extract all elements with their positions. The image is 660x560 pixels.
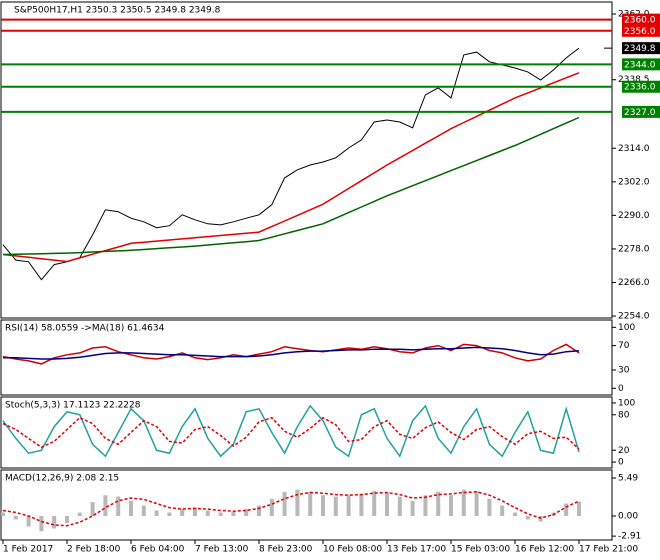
- x-tick-label: 10 Feb 08:00: [323, 545, 382, 555]
- last-price-tag: [622, 42, 660, 55]
- y-tick-label: 2338.5: [618, 75, 650, 85]
- histogram-bar: [218, 512, 223, 516]
- series-line: [2, 47, 580, 281]
- histogram-bar: [449, 495, 453, 516]
- level-label: 2344.0: [624, 60, 656, 70]
- series-line: [2, 416, 580, 450]
- x-tick-label: 16 Feb 12:00: [515, 545, 574, 555]
- histogram-bar: [26, 515, 31, 527]
- histogram-bar: [564, 503, 569, 516]
- histogram-bar: [372, 491, 377, 516]
- histogram-bar: [295, 489, 300, 516]
- histogram-bar: [346, 495, 351, 516]
- level-label: 2356.0: [624, 27, 656, 37]
- histogram-bar: [385, 492, 389, 516]
- y-tick-label: 2302.0: [618, 177, 650, 187]
- histogram-bar: [52, 515, 57, 529]
- pane-title: MACD(12,26,9) 2.08 2.15: [5, 474, 119, 484]
- x-tick-label: 2 Feb 18:00: [67, 545, 121, 555]
- histogram-bar: [103, 495, 108, 516]
- y-tick-label: 2278.0: [618, 244, 650, 254]
- histogram-bar: [1, 512, 5, 516]
- histogram-bar: [436, 491, 441, 516]
- series-line: [2, 491, 580, 527]
- y-tick-label: 2254.0: [618, 312, 650, 322]
- y-tick-label: 20: [618, 446, 630, 456]
- y-tick-label: 2266.0: [618, 278, 650, 288]
- x-tick-label: 13 Feb 17:00: [387, 545, 446, 555]
- level-tag: [622, 80, 660, 93]
- histogram-bar: [321, 495, 325, 516]
- histogram-bar: [461, 489, 466, 516]
- y-tick-label: 0.00: [618, 511, 638, 521]
- pane-frame: [0, 469, 613, 541]
- level-tag: [622, 24, 660, 37]
- pane-title: RSI(14) 58.0559 ->MA(18) 61.4634: [5, 324, 165, 334]
- histogram-bar: [167, 512, 172, 516]
- histogram-bar: [154, 510, 159, 516]
- pane-frame: [0, 319, 613, 396]
- histogram-bar: [397, 496, 402, 516]
- histogram-bar: [90, 502, 95, 516]
- histogram-bar: [513, 512, 517, 516]
- level-label: 2336.0: [624, 83, 656, 93]
- pane-title: S&P500H17,H1 2350.3 2350.5 2349.8 2349.8: [14, 6, 221, 16]
- histogram-bar: [423, 495, 428, 516]
- y-tick-label: 2314.0: [618, 144, 650, 154]
- histogram-bar: [308, 491, 313, 516]
- histogram-bar: [333, 496, 338, 516]
- histogram-bar: [474, 491, 479, 516]
- histogram-bar: [487, 498, 492, 516]
- y-tick-label: -2.91: [618, 532, 641, 542]
- histogram-bar: [180, 509, 185, 516]
- level-label: 2360.0: [624, 16, 656, 26]
- level-label: 2327.0: [624, 108, 656, 118]
- x-tick-label: 15 Feb 03:00: [451, 545, 510, 555]
- x-tick-label: 6 Feb 04:00: [131, 545, 185, 555]
- level-tag: [622, 105, 660, 118]
- histogram-bar: [577, 501, 581, 516]
- y-tick-label: 2290.0: [618, 211, 650, 221]
- y-tick-label: 100: [618, 398, 635, 408]
- y-tick-label: 0: [618, 458, 624, 468]
- histogram-bar: [500, 505, 505, 516]
- histogram-bar: [141, 505, 146, 516]
- histogram-bar: [282, 491, 287, 516]
- level-tag: [622, 58, 660, 71]
- pane-frame: [0, 1, 613, 319]
- histogram-bar: [116, 496, 121, 516]
- y-tick-label: 70: [618, 341, 630, 351]
- series-line: [2, 404, 580, 458]
- x-tick-label: 8 Feb 23:00: [259, 545, 313, 555]
- pane-frame: [0, 396, 613, 469]
- x-tick-label: 17 Feb 21:00: [579, 545, 638, 555]
- x-tick-label: 7 Feb 13:00: [195, 545, 249, 555]
- histogram-bar: [39, 515, 44, 532]
- histogram-bar: [13, 515, 18, 520]
- level-tag: [622, 13, 660, 26]
- histogram-bar: [269, 498, 274, 516]
- histogram-bar: [244, 509, 249, 516]
- histogram-bar: [231, 511, 236, 516]
- histogram-bar: [77, 512, 82, 516]
- y-tick-label: 0: [618, 384, 624, 394]
- series-line: [2, 116, 580, 256]
- histogram-bar: [525, 515, 530, 520]
- histogram-bar: [359, 493, 364, 516]
- histogram-bar: [129, 500, 133, 516]
- histogram-bar: [257, 505, 261, 516]
- series-line: [3, 346, 580, 360]
- pane-title: Stoch(5,3,3) 17.1123 22.2228: [5, 401, 141, 411]
- histogram-bar: [193, 507, 197, 516]
- x-tick-label: 1 Feb 2017: [3, 545, 53, 555]
- last-price-label: 2349.8: [624, 44, 656, 54]
- histogram-bar: [205, 510, 210, 516]
- y-tick-label: 100: [618, 323, 635, 333]
- y-tick-label: 80: [618, 410, 630, 420]
- y-tick-label: 30: [618, 366, 630, 376]
- histogram-bar: [65, 515, 69, 523]
- y-tick-label: 5.49: [618, 474, 638, 484]
- histogram-bar: [410, 500, 415, 516]
